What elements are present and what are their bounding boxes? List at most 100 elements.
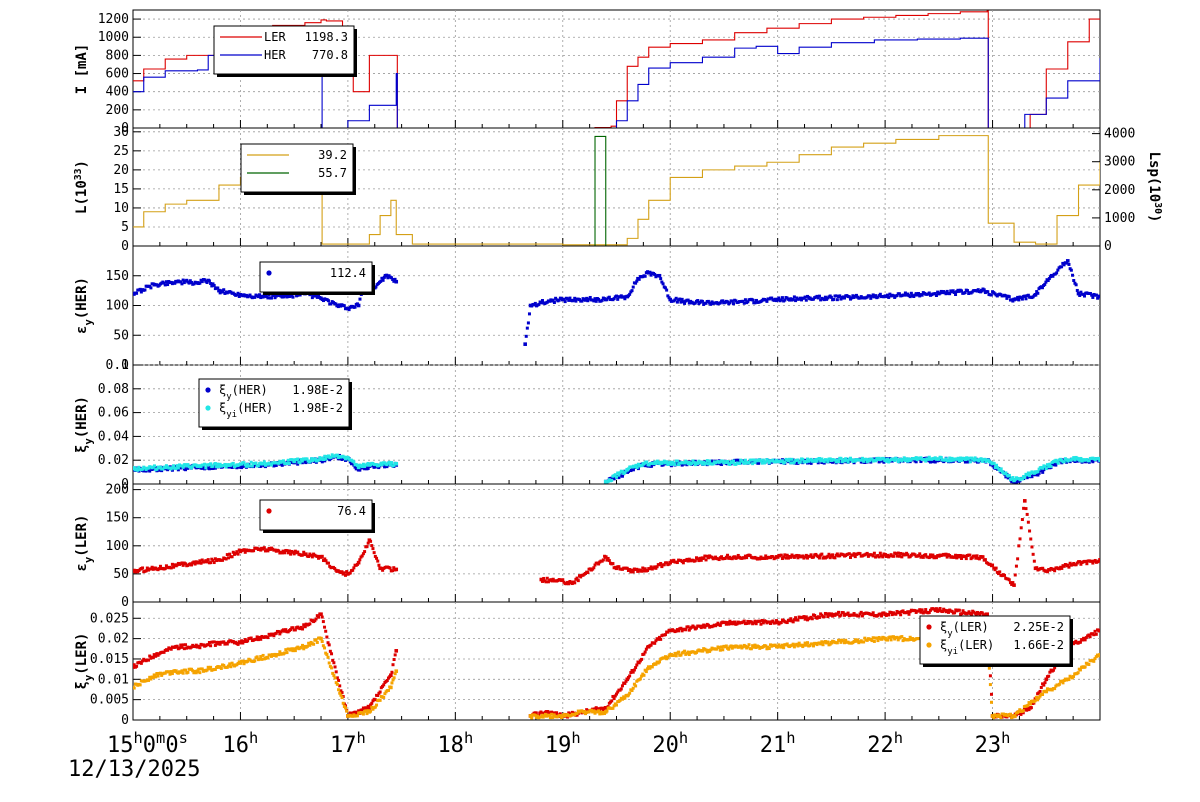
- data-point: [692, 625, 696, 629]
- data-point: [322, 458, 326, 462]
- legend: 112.4: [259, 261, 375, 295]
- data-point: [331, 658, 335, 662]
- data-point: [835, 612, 839, 616]
- data-point: [921, 555, 925, 559]
- data-point: [223, 462, 227, 466]
- data-point: [330, 666, 334, 670]
- data-point: [593, 297, 597, 301]
- data-point: [305, 457, 309, 461]
- data-point: [394, 669, 399, 673]
- data-point: [209, 665, 213, 669]
- data-point: [137, 465, 141, 469]
- data-point: [240, 639, 244, 643]
- data-point: [792, 618, 796, 622]
- data-point: [780, 557, 784, 561]
- data-point: [900, 555, 904, 559]
- data-point: [164, 280, 168, 284]
- data-point: [1079, 290, 1083, 294]
- data-point: [988, 683, 992, 687]
- data-point: [291, 295, 295, 299]
- data-point: [911, 637, 915, 641]
- x-tick-label: 22h: [867, 729, 903, 758]
- data-point: [848, 456, 852, 460]
- data-point: [302, 550, 306, 554]
- data-point: [874, 294, 878, 298]
- data-point: [917, 554, 921, 558]
- data-point: [197, 644, 201, 648]
- data-point: [205, 668, 209, 672]
- data-point: [667, 296, 671, 300]
- data-point: [383, 692, 387, 696]
- data-point: [1024, 297, 1028, 301]
- data-point: [640, 569, 644, 573]
- data-point: [977, 557, 981, 561]
- data-point: [1049, 464, 1053, 468]
- data-point: [291, 649, 295, 653]
- legend-box: [213, 25, 355, 75]
- legend-marker-swatch: [205, 405, 211, 411]
- data-point: [724, 555, 728, 559]
- data-point: [620, 470, 624, 474]
- data-point: [1026, 293, 1030, 297]
- data-point: [1020, 518, 1024, 522]
- data-point: [782, 555, 786, 559]
- data-point: [317, 458, 321, 462]
- data-point: [206, 558, 210, 562]
- data-point: [259, 655, 263, 659]
- data-point: [773, 643, 777, 647]
- data-point: [250, 464, 254, 468]
- data-point: [924, 553, 928, 557]
- data-point: [883, 553, 887, 557]
- data-point: [527, 312, 531, 316]
- data-point: [989, 460, 993, 464]
- data-point: [770, 296, 774, 300]
- data-point: [162, 281, 166, 285]
- data-point: [358, 558, 362, 562]
- data-point: [307, 641, 311, 645]
- y-tick-label: 25: [113, 144, 129, 159]
- data-point: [780, 643, 784, 647]
- data-point: [277, 630, 281, 634]
- data-point: [597, 297, 601, 301]
- data-point: [895, 554, 899, 558]
- data-point: [998, 469, 1002, 473]
- data-point: [314, 638, 318, 642]
- data-point: [176, 468, 180, 472]
- data-point: [158, 671, 162, 675]
- data-point: [811, 297, 815, 301]
- data-point: [136, 468, 140, 472]
- data-point: [692, 460, 696, 464]
- data-point: [742, 556, 746, 560]
- data-point: [1025, 512, 1029, 516]
- data-point: [878, 612, 882, 616]
- data-point: [628, 691, 632, 695]
- data-point: [620, 474, 624, 478]
- data-point: [342, 455, 346, 459]
- data-point: [256, 464, 260, 468]
- y-axis-label: εy(HER): [74, 277, 95, 334]
- x-tick-label: 16h: [223, 729, 259, 758]
- legend-value: 770.8: [312, 48, 348, 62]
- data-point: [1098, 628, 1100, 633]
- data-point: [885, 638, 889, 642]
- data-point: [991, 464, 995, 468]
- data-point: [586, 571, 590, 575]
- data-point: [856, 638, 860, 642]
- data-point: [579, 575, 583, 579]
- data-point: [668, 297, 673, 302]
- data-point: [285, 651, 289, 655]
- data-point: [908, 635, 912, 639]
- data-point: [950, 456, 954, 460]
- data-point: [283, 629, 287, 633]
- data-point: [285, 462, 289, 466]
- data-point: [990, 714, 995, 718]
- data-point: [826, 554, 830, 558]
- legend-value: 55.7: [318, 166, 347, 180]
- data-point: [567, 711, 571, 715]
- data-point: [366, 541, 370, 545]
- data-point: [789, 617, 793, 621]
- series-1: [133, 499, 1100, 587]
- data-point: [965, 289, 969, 293]
- data-point: [870, 457, 874, 461]
- data-point: [1078, 560, 1082, 564]
